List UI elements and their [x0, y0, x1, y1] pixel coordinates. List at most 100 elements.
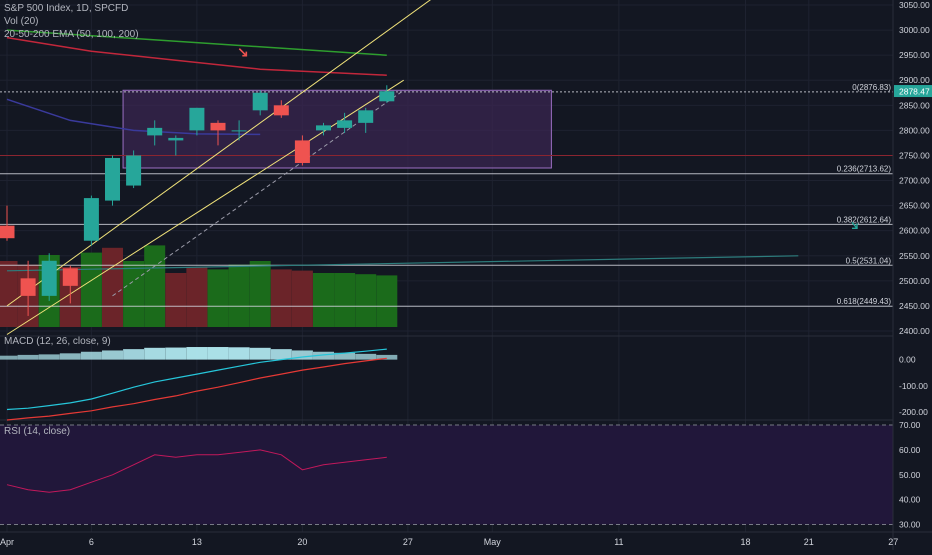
volume-bar	[355, 274, 377, 327]
ema-red-line	[6, 36, 387, 76]
rsi-band	[0, 424, 893, 525]
candle-body	[168, 137, 184, 141]
time-tick-label: 6	[89, 537, 94, 547]
volume-bar	[186, 267, 208, 327]
volume-bar	[291, 270, 313, 327]
candle-body	[0, 225, 15, 239]
time-tick-label: 20	[297, 537, 307, 547]
macd-histogram-bar	[376, 354, 398, 360]
rsi-tick-label: 40.00	[899, 495, 921, 505]
macd-histogram-bar	[270, 349, 292, 360]
fib-level-label: 0.618(2449.43)	[837, 297, 892, 306]
volume-bar	[270, 269, 292, 327]
macd-tick-label: -100.00	[899, 381, 928, 391]
candle-body	[126, 155, 142, 186]
macd-histogram-bar	[38, 354, 60, 360]
macd-histogram-bar	[0, 355, 18, 360]
volume-legend: Vol (20)	[4, 16, 39, 27]
candle-body	[337, 120, 353, 128]
candle-body	[20, 278, 36, 296]
sell-arrow-icon	[238, 48, 248, 57]
price-tick-label: 3050.00	[899, 0, 930, 10]
time-tick-label: 27	[888, 537, 898, 547]
macd-histogram-bar	[228, 347, 250, 360]
last-price-label: 2878.47	[899, 87, 930, 97]
rsi-legend: RSI (14, close)	[4, 426, 71, 437]
candle-body	[105, 157, 120, 201]
candle-body	[83, 198, 99, 241]
price-tick-label: 2450.00	[899, 301, 930, 311]
price-tick-label: 2850.00	[899, 100, 930, 110]
volume-bar	[334, 273, 356, 327]
fib-level-label: 0.236(2713.62)	[837, 165, 892, 174]
macd-legend: MACD (12, 26, close, 9)	[4, 336, 111, 347]
macd-histogram-bar	[144, 347, 166, 360]
macd-tick-label: -200.00	[899, 407, 928, 417]
candle-body	[358, 110, 374, 123]
candle-body	[316, 125, 331, 131]
price-tick-label: 2750.00	[899, 150, 930, 160]
fib-level-label: 0(2876.83)	[852, 83, 891, 92]
rsi-tick-label: 30.00	[899, 520, 921, 530]
candle-body	[41, 260, 57, 296]
candle-body	[294, 140, 310, 163]
candle-body	[273, 105, 289, 116]
candle-body	[147, 127, 163, 136]
volume-bar	[80, 252, 102, 327]
macd-histogram-bar	[123, 349, 145, 360]
macd-histogram-bar	[17, 354, 39, 360]
rsi-tick-label: 50.00	[899, 470, 921, 480]
macd-tick-label: 0.00	[899, 355, 916, 365]
macd-histogram-bar	[186, 347, 208, 360]
volume-bar	[249, 261, 271, 327]
price-tick-label: 2550.00	[899, 251, 930, 261]
last-price-badge	[894, 85, 932, 98]
price-tick-label: 2800.00	[899, 125, 930, 135]
volume-bar	[144, 245, 166, 327]
price-tick-label: 2900.00	[899, 75, 930, 85]
time-tick-label: 27	[403, 537, 413, 547]
candle-body	[379, 91, 395, 102]
price-tick-label: 3000.00	[899, 25, 930, 35]
time-tick-label: 21	[804, 537, 814, 547]
rsi-line	[6, 449, 387, 493]
macd-histogram-bar	[313, 351, 334, 360]
macd-histogram-bar	[165, 347, 187, 360]
ema-legend: 20-50-200 EMA (50, 100, 200)	[4, 29, 139, 40]
candle-body	[231, 130, 247, 132]
candle-body	[62, 268, 78, 286]
volume-bar	[228, 264, 250, 327]
fib-level-label: 0.382(2612.64)	[837, 215, 892, 224]
signal-line	[6, 357, 387, 421]
price-tick-label: 2950.00	[899, 50, 930, 60]
ema-green-line	[6, 29, 387, 56]
macd-histogram-bar	[291, 350, 313, 360]
time-tick-label: May	[484, 537, 502, 547]
price-tick-label: 2600.00	[899, 226, 930, 236]
dashed-trendline	[112, 89, 404, 297]
time-tick-label: 18	[740, 537, 750, 547]
teal-trendline	[6, 255, 799, 272]
time-tick-label: Apr	[0, 537, 14, 547]
volume-bar	[313, 273, 334, 327]
price-pane	[0, 0, 893, 335]
macd-histogram-bar	[355, 353, 377, 360]
symbol-title: S&P 500 Index, 1D, SPCFD	[4, 3, 129, 14]
macd-histogram-bar	[207, 347, 229, 360]
rsi-tick-label: 60.00	[899, 445, 921, 455]
price-tick-label: 2700.00	[899, 176, 930, 186]
macd-histogram-bar	[249, 347, 271, 360]
price-tick-label: 2400.00	[899, 326, 930, 336]
volume-bar	[123, 261, 145, 327]
macd-histogram-bar	[102, 350, 123, 360]
rsi-tick-label: 70.00	[899, 420, 921, 430]
macd-histogram-bar	[80, 351, 102, 360]
time-tick-label: 11	[614, 537, 623, 547]
macd-histogram-bar	[334, 352, 356, 360]
volume-bar	[165, 273, 187, 327]
volume-bar	[376, 275, 398, 327]
candle-body	[210, 122, 226, 131]
volume-bar	[0, 261, 18, 327]
